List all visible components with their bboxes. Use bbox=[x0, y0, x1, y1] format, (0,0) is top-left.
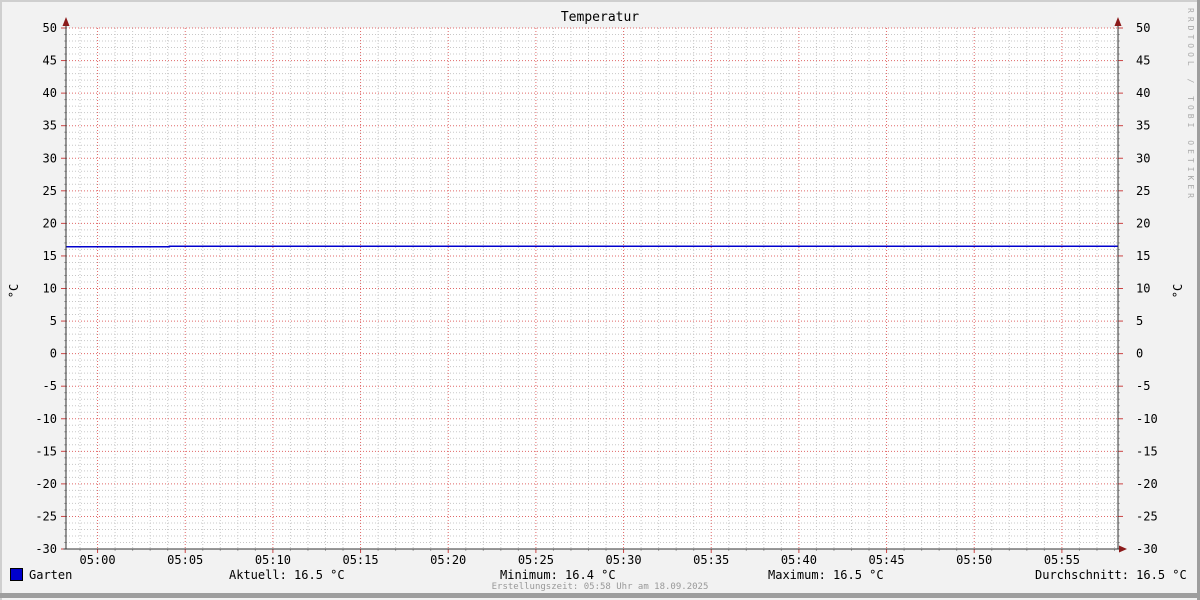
x-tick-label: 05:15 bbox=[342, 553, 378, 567]
y-tick-label-left: 50 bbox=[43, 21, 57, 35]
y-tick-label-left: 20 bbox=[43, 216, 57, 230]
y-tick-label-right: 20 bbox=[1136, 216, 1150, 230]
chart-title: Temperatur bbox=[560, 10, 640, 25]
x-tick-label: 05:00 bbox=[79, 553, 115, 567]
x-tick-label: 05:20 bbox=[430, 553, 466, 567]
bevel-border-right bbox=[1197, 0, 1200, 600]
x-tick-label: 05:10 bbox=[255, 553, 291, 567]
x-tick-label: 05:25 bbox=[518, 553, 554, 567]
bevel-border-bottom bbox=[0, 593, 1200, 598]
y-tick-label-right: -5 bbox=[1136, 379, 1150, 393]
y-tick-label-left: 30 bbox=[43, 151, 57, 165]
y-tick-label-left: 10 bbox=[43, 282, 57, 296]
y-tick-label-left: -15 bbox=[35, 444, 57, 458]
y-tick-label-left: 0 bbox=[50, 347, 57, 361]
x-axis-arrow bbox=[1119, 545, 1127, 553]
y-tick-label-right: 40 bbox=[1136, 86, 1150, 100]
y-tick-label-left: -10 bbox=[35, 412, 57, 426]
y-tick-label-left: -30 bbox=[35, 542, 57, 556]
y-tick-label-right: 45 bbox=[1136, 54, 1150, 68]
y-tick-label-right: 50 bbox=[1136, 21, 1150, 35]
bevel-border-top bbox=[0, 0, 1200, 2]
x-tick-label: 05:30 bbox=[605, 553, 641, 567]
y-tick-label-left: 35 bbox=[43, 119, 57, 133]
y-tick-label-right: -30 bbox=[1136, 542, 1158, 556]
legend-label-garten: Garten bbox=[29, 568, 73, 582]
legend-swatch-garten bbox=[10, 568, 23, 581]
rrdtool-watermark: RRDTOOL / TOBI OETIKER bbox=[1186, 8, 1195, 202]
y-tick-label-left: -5 bbox=[43, 379, 57, 393]
y-tick-label-left: 15 bbox=[43, 249, 57, 263]
y-tick-label-right: 0 bbox=[1136, 347, 1143, 361]
y-axis-arrow-left bbox=[62, 17, 70, 26]
y-tick-label-right: 25 bbox=[1136, 184, 1150, 198]
y-tick-label-right: 10 bbox=[1136, 282, 1150, 296]
bevel-border-left bbox=[0, 0, 2, 600]
y-tick-label-left: 5 bbox=[50, 314, 57, 328]
y-tick-label-left: -20 bbox=[35, 477, 57, 491]
y-tick-label-left: 40 bbox=[43, 86, 57, 100]
y-tick-label-right: -25 bbox=[1136, 509, 1158, 523]
y-tick-label-right: -15 bbox=[1136, 444, 1158, 458]
stat-durchschnitt: Durchschnitt: 16.5 °C bbox=[1035, 568, 1187, 582]
stat-maximum: Maximum: 16.5 °C bbox=[768, 568, 884, 582]
y-axis-arrow-right bbox=[1114, 17, 1122, 26]
y-tick-label-left: 45 bbox=[43, 54, 57, 68]
stat-minimum: Minimum: 16.4 °C bbox=[500, 568, 616, 582]
x-tick-label: 05:35 bbox=[693, 553, 729, 567]
y-tick-label-right: 30 bbox=[1136, 151, 1150, 165]
y-tick-label-right: 5 bbox=[1136, 314, 1143, 328]
stat-aktuell: Aktuell: 16.5 °C bbox=[229, 568, 345, 582]
y-tick-label-left: -25 bbox=[35, 509, 57, 523]
series-line-garten bbox=[66, 245, 1118, 248]
x-tick-label: 05:40 bbox=[781, 553, 817, 567]
x-tick-label: 05:45 bbox=[868, 553, 904, 567]
y-tick-label-right: -10 bbox=[1136, 412, 1158, 426]
x-tick-label: 05:05 bbox=[167, 553, 203, 567]
y-tick-label-right: -20 bbox=[1136, 477, 1158, 491]
legend-row: Garten Aktuell: 16.5 °C Minimum: 16.4 °C… bbox=[0, 567, 1200, 582]
y-tick-label-right: 15 bbox=[1136, 249, 1150, 263]
y-tick-label-right: 35 bbox=[1136, 119, 1150, 133]
x-tick-label: 05:50 bbox=[956, 553, 992, 567]
creation-time-note: Erstellungszeit: 05:58 Uhr am 18.09.2025 bbox=[491, 582, 709, 592]
x-tick-label: 05:55 bbox=[1044, 553, 1080, 567]
y-tick-label-left: 25 bbox=[43, 184, 57, 198]
